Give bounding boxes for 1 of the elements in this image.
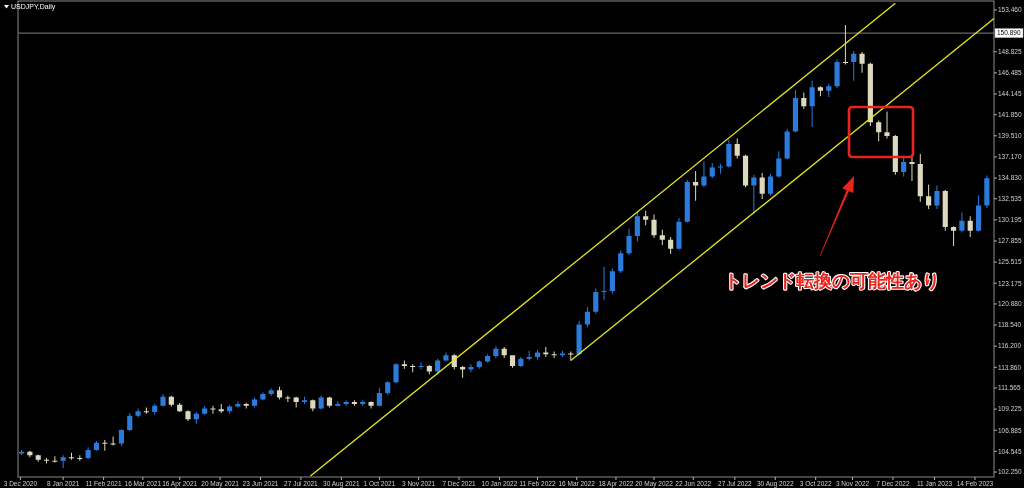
annotation: トレンド転換の可能性あり — [724, 271, 940, 291]
